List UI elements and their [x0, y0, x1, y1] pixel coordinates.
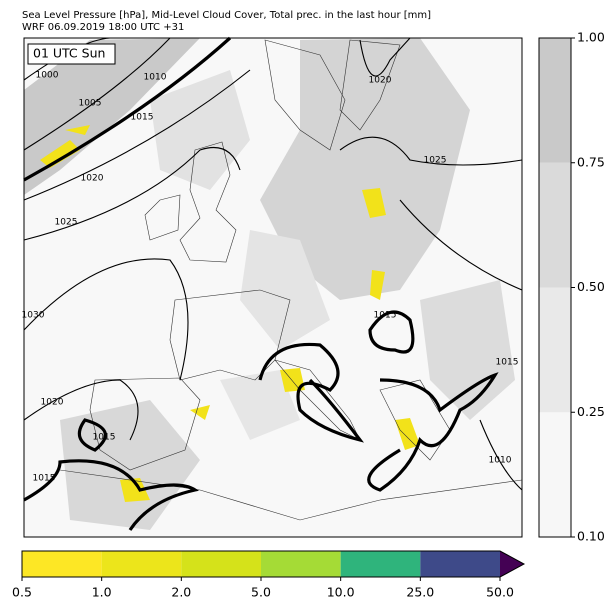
colorbar-frame: [21, 550, 526, 578]
coastlines: [59, 39, 523, 521]
colorbar-band: [261, 551, 341, 577]
tick-label: 50.0: [486, 585, 514, 600]
colorbar-band: [420, 551, 500, 577]
isobar-label: 1025: [55, 218, 78, 228]
time-box: [27, 43, 116, 65]
isobar-label: 1020: [81, 174, 104, 184]
colorbar-band: [539, 287, 571, 413]
isobar-label: 1020: [369, 76, 392, 86]
tick-label: 10.0: [327, 585, 355, 600]
isobar-label: 1000: [36, 71, 59, 81]
time-label: 01 UTC Sun: [33, 46, 105, 61]
tick-label: 25.0: [406, 585, 434, 600]
isobar-label: 1030: [22, 311, 45, 321]
tick-label: 0.25: [577, 404, 605, 419]
isobar-label: 1005: [79, 99, 102, 109]
colorbar-extend: [500, 551, 524, 577]
isobar-label: 1015: [93, 433, 116, 443]
isobar-label: 1015: [131, 113, 154, 123]
precip-colorbar: 0.5 1.0 2.0 5.0 10.0 25.0 50.0: [12, 550, 526, 600]
tick-label: 0.5: [12, 585, 32, 600]
tick-label: 0.50: [577, 279, 605, 294]
colorbar-band: [181, 551, 261, 577]
cloud-colorbar: 0.10 0.25 0.50 0.75 1.00: [538, 30, 605, 544]
colorbar-band: [539, 162, 571, 288]
isobar-label: 1015: [33, 474, 56, 484]
tick-label: 1.00: [577, 30, 605, 45]
tick-label: 5.0: [251, 585, 271, 600]
subtitle: WRF 06.09.2019 18:00 UTC +31: [22, 22, 184, 33]
isobar-labels: 1000 1005 1010 1015 1020 1025 1030 1020 …: [22, 71, 519, 484]
isobar-label: 1010: [489, 456, 512, 466]
isobar-label: 1025: [424, 156, 447, 166]
map: 1000 1005 1010 1015 1020 1025 1030 1020 …: [22, 36, 523, 538]
colorbar-band: [101, 551, 182, 577]
colorbar-band: [539, 412, 571, 537]
isobar-label: 1015: [496, 358, 519, 368]
map-frame: [23, 37, 523, 538]
tick-label: 1.0: [92, 585, 112, 600]
colorbar-band: [340, 551, 421, 577]
title: Sea Level Pressure [hPa], Mid-Level Clou…: [22, 10, 431, 21]
isobar-label: 1020: [41, 398, 64, 408]
tick-label: 0.75: [577, 154, 605, 169]
tick-label: 0.10: [577, 529, 605, 544]
tick-label: 2.0: [171, 585, 191, 600]
colorbar-band: [539, 38, 571, 163]
isobar-label: 1010: [144, 73, 167, 83]
colorbar-band: [22, 551, 102, 577]
cloud-cover: [24, 38, 515, 530]
isobars: [23, 36, 523, 531]
isobar-label: 1015: [374, 311, 397, 321]
precipitation: [40, 125, 420, 502]
